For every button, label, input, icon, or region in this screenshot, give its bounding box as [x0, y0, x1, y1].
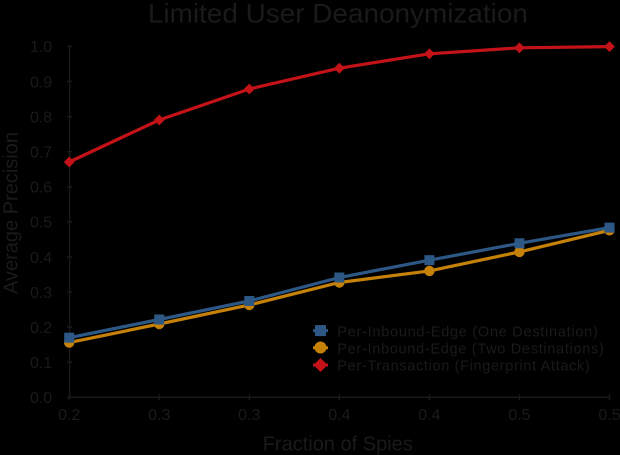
svg-text:0.5: 0.5: [508, 407, 530, 424]
svg-text:Limited User Deanonymization: Limited User Deanonymization: [148, 0, 528, 29]
svg-text:Average Precision: Average Precision: [1, 132, 23, 294]
svg-text:0.3: 0.3: [148, 407, 170, 424]
svg-text:0.1: 0.1: [30, 355, 52, 372]
svg-text:Per-Inbound-Edge (Two Destinat: Per-Inbound-Edge (Two Destinations): [337, 341, 604, 357]
svg-text:1.0: 1.0: [30, 39, 52, 56]
svg-text:0.2: 0.2: [58, 407, 80, 424]
svg-text:0.0: 0.0: [30, 390, 52, 407]
svg-text:0.6: 0.6: [30, 180, 52, 197]
svg-text:Per-Transaction (Fingerprint A: Per-Transaction (Fingerprint Attack): [337, 358, 590, 374]
svg-text:0.4: 0.4: [418, 407, 440, 424]
svg-text:0.4: 0.4: [30, 250, 52, 267]
svg-text:Per-Inbound-Edge (One Destinat: Per-Inbound-Edge (One Destination): [337, 324, 598, 340]
svg-text:0.4: 0.4: [328, 407, 350, 424]
svg-text:Fraction of Spies: Fraction of Spies: [263, 434, 413, 455]
svg-text:0.5: 0.5: [30, 215, 52, 232]
svg-text:0.8: 0.8: [30, 109, 52, 126]
svg-text:0.3: 0.3: [238, 407, 260, 424]
svg-text:0.2: 0.2: [30, 320, 52, 337]
svg-text:0.5: 0.5: [598, 407, 620, 424]
svg-text:0.7: 0.7: [30, 145, 52, 162]
svg-text:0.3: 0.3: [30, 285, 52, 302]
svg-text:0.9: 0.9: [30, 74, 52, 91]
